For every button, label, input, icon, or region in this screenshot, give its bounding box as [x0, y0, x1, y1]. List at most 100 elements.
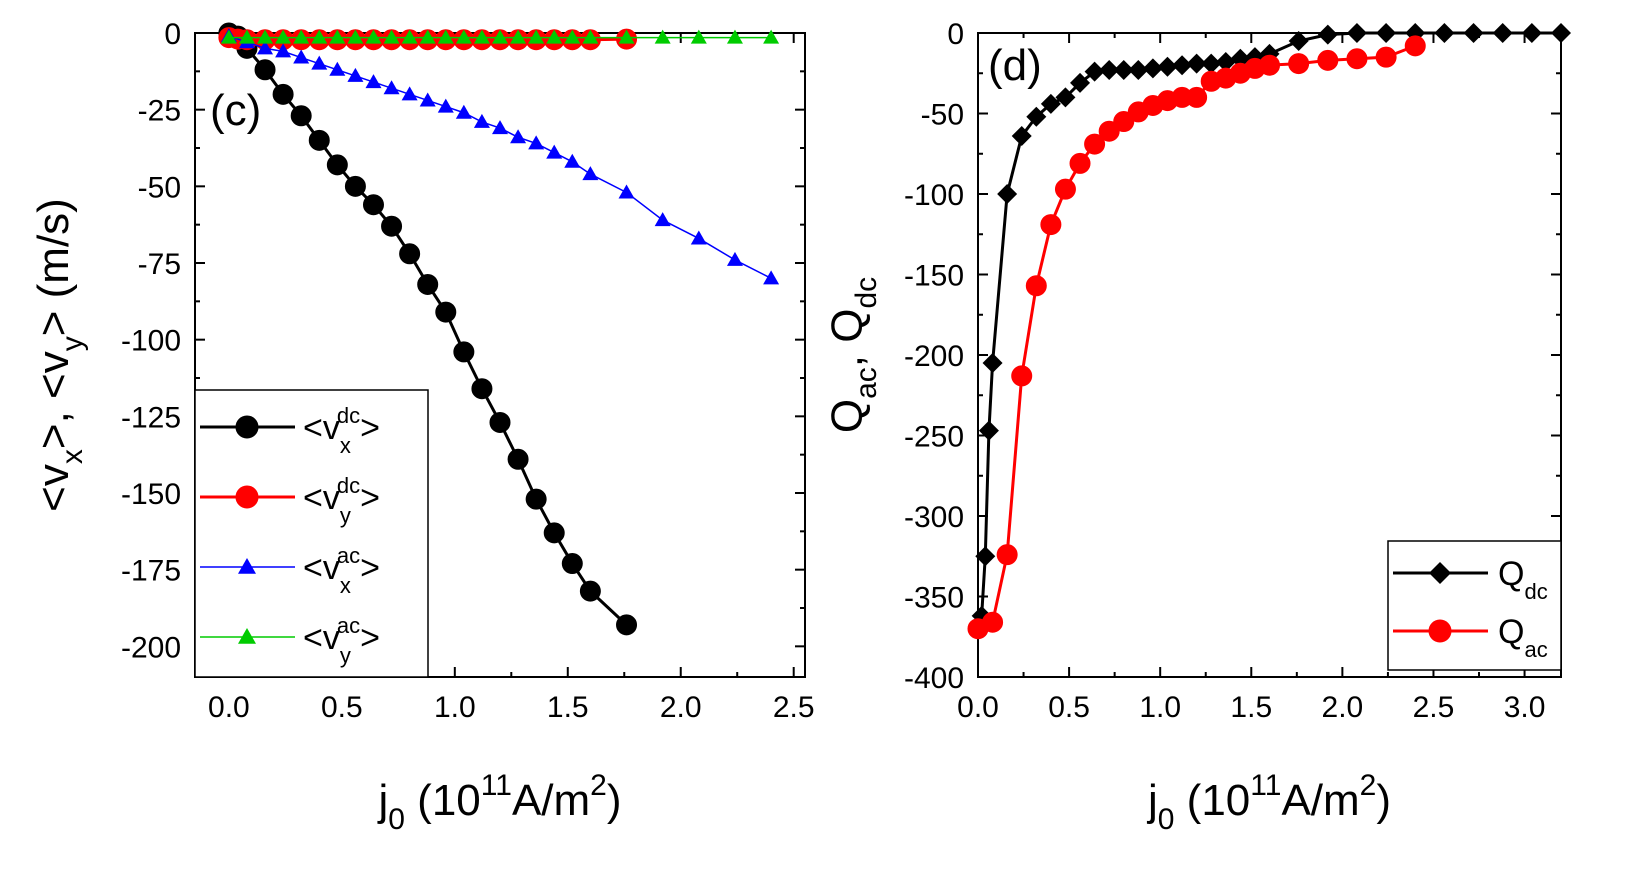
y-tick-label: -25: [138, 95, 181, 128]
data-point: [347, 29, 364, 44]
data-point: [564, 153, 581, 168]
data-point: [1434, 23, 1455, 43]
legend-label: Qac: [1498, 613, 1548, 662]
data-point: [1346, 23, 1367, 43]
data-point: [344, 175, 366, 197]
data-point: [1011, 365, 1033, 387]
data-point: [1113, 60, 1134, 81]
data-point: [235, 415, 259, 439]
y-axis-title-text: Qac, Qdc: [823, 277, 883, 433]
data-point: [1113, 111, 1135, 133]
data-point: [1492, 23, 1513, 43]
data-point: [238, 628, 256, 644]
data-point: [582, 29, 599, 44]
data-point: [528, 135, 545, 150]
legend-label: Qdc: [1498, 555, 1548, 604]
data-point: [275, 29, 292, 44]
y-tick-label: -400: [904, 662, 964, 695]
y-tick-label: -150: [904, 260, 964, 293]
series-line: [228, 35, 772, 280]
y-tick-label: -75: [138, 248, 181, 281]
x-tick-label: 2.0: [1322, 691, 1364, 724]
x-tick-label: 0.0: [208, 691, 250, 724]
data-point: [235, 485, 259, 509]
y-tick-label: -175: [121, 555, 181, 588]
data-point: [1084, 61, 1105, 82]
legend: <vxdc> <vydc> <vxac> <vyac>: [194, 389, 429, 678]
data-point: [1551, 23, 1571, 43]
data-point: [254, 59, 276, 81]
data-point: [275, 43, 292, 58]
data-point: [561, 553, 583, 575]
x-tick-label: 1.5: [547, 691, 589, 724]
data-point: [238, 558, 256, 574]
data-point: [1025, 275, 1047, 297]
x-tick-label: 0.5: [1048, 691, 1090, 724]
data-point: [419, 92, 436, 107]
data-point: [293, 49, 310, 64]
data-point: [492, 120, 508, 135]
data-point: [975, 546, 996, 567]
data-point: [1172, 55, 1193, 76]
legend-label: <vydc>: [303, 473, 380, 528]
data-point: [1521, 23, 1542, 43]
data-point: [365, 74, 382, 89]
data-point: [1069, 152, 1091, 174]
data-point: [997, 184, 1018, 204]
data-point: [982, 353, 1003, 374]
legend-box: [194, 389, 429, 678]
data-point: [616, 614, 638, 636]
data-point: [528, 29, 545, 44]
data-point: [654, 29, 671, 44]
data-point: [326, 154, 348, 176]
data-point: [272, 83, 294, 105]
data-point: [1186, 86, 1208, 108]
x-tick-label: 2.5: [1413, 691, 1455, 724]
y-tick-label: -250: [904, 421, 964, 454]
data-point: [1055, 87, 1076, 108]
data-point: [257, 29, 274, 44]
data-point: [1011, 126, 1032, 147]
data-point: [308, 129, 330, 151]
x-tick-label: 0.5: [321, 691, 363, 724]
data-point: [726, 29, 743, 44]
data-point: [473, 113, 490, 128]
x-axis-title: j0 (1011A/m2): [1146, 769, 1391, 836]
data-point: [1215, 51, 1236, 72]
data-point: [365, 29, 382, 44]
y-tick-label: -50: [921, 99, 964, 132]
data-point: [1230, 48, 1251, 69]
x-tick-label: 2.5: [773, 691, 815, 724]
data-point: [1040, 214, 1062, 236]
data-point: [525, 488, 547, 510]
series-<v_y^ac>: [220, 29, 780, 44]
series-Q_ac: [967, 35, 1426, 640]
series-<v_x^dc>: [218, 22, 638, 636]
legend-label: <vyac>: [303, 613, 380, 668]
data-point: [507, 448, 529, 470]
data-point: [1376, 23, 1397, 43]
x-tick-label: 1.0: [1139, 691, 1181, 724]
legend-label: <vxdc>: [303, 403, 380, 458]
data-point: [362, 194, 384, 216]
data-point: [293, 29, 310, 44]
x-tick-label: 0.0: [957, 691, 999, 724]
data-point: [1142, 58, 1163, 79]
y-tick-label: -350: [904, 582, 964, 615]
y-tick-label: -100: [121, 325, 181, 358]
data-point: [383, 29, 400, 44]
data-point: [329, 29, 346, 44]
x-tick-label: 3.0: [1504, 691, 1546, 724]
data-point: [492, 29, 508, 44]
data-point: [435, 301, 457, 323]
data-point: [489, 411, 511, 433]
data-point: [473, 29, 490, 44]
data-point: [1317, 49, 1339, 71]
data-point: [996, 544, 1018, 566]
y-axis-title: Qac, Qdc: [823, 277, 883, 433]
data-point: [257, 40, 274, 55]
series-<v_x^ac>: [220, 28, 780, 285]
data-point: [471, 378, 493, 400]
legend: Qdc Qac: [1387, 540, 1562, 671]
data-point: [982, 611, 1004, 633]
